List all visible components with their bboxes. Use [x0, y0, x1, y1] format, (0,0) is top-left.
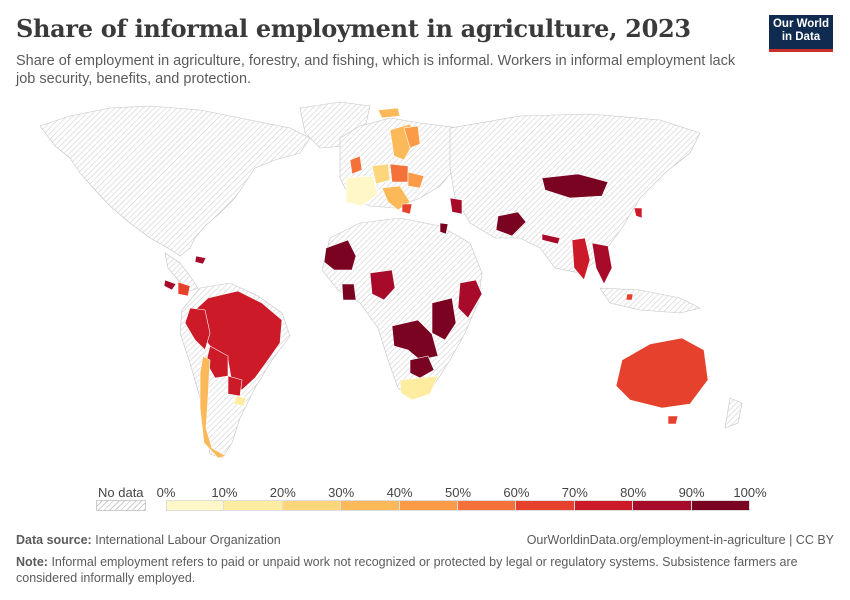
country-philippines[interactable] [625, 293, 634, 301]
colored-countries [163, 107, 709, 459]
footnote: Note: Informal employment refers to paid… [16, 554, 834, 586]
legend-bin-9[interactable] [691, 500, 750, 511]
country-zimbabwe-mozambique[interactable] [409, 355, 435, 379]
legend-tick-label: 40% [386, 485, 413, 500]
country-vietnam-laos[interactable] [591, 242, 613, 285]
country-france-spain[interactable] [345, 175, 379, 207]
legend-tick-label: 30% [328, 485, 355, 500]
country-australia[interactable] [615, 337, 709, 409]
page-title: Share of informal employment in agricult… [16, 14, 691, 43]
owid-logo[interactable]: Our World in Data [769, 15, 833, 52]
world-map[interactable] [0, 98, 850, 478]
source-url[interactable]: OurWorldinData.org/employment-in-agricul… [526, 533, 834, 547]
country-chile[interactable] [199, 355, 227, 459]
legend-bin-2[interactable] [282, 500, 342, 511]
country-nepal[interactable] [541, 233, 561, 245]
source-label: Data source: [16, 533, 92, 547]
country-paraguay[interactable] [227, 375, 243, 397]
logo-line-2: in Data [781, 31, 821, 43]
color-legend: No data 0% 10% 20% 30% 40% 50% 60% 70% 80% 90% 100… [96, 484, 776, 514]
source-line: Data source: International Labour Organi… [16, 533, 281, 547]
legend-bin-8[interactable] [633, 500, 692, 511]
legend-tick-label: 60% [503, 485, 530, 500]
country-iceland[interactable] [377, 107, 401, 119]
legend-bin-5[interactable] [458, 500, 517, 511]
country-myanmar[interactable] [571, 237, 591, 281]
country-somalia-ethiopia[interactable] [457, 279, 483, 319]
country-ghana[interactable] [341, 283, 357, 301]
country-colombia[interactable] [177, 281, 191, 297]
legend-tick-label: 70% [561, 485, 588, 500]
country-south-africa[interactable] [399, 375, 439, 401]
legend-bin-0[interactable] [166, 500, 225, 511]
legend-bin-6[interactable] [516, 500, 575, 511]
legend-tick-label: 0% [156, 485, 176, 500]
legend-nodata-swatch [96, 500, 146, 511]
note-label: Note: [16, 555, 48, 569]
legend-tick-label: 100% [733, 485, 767, 500]
country-tasmania[interactable] [667, 415, 679, 425]
country-jordan[interactable] [439, 222, 449, 235]
legend-bin-7[interactable] [574, 500, 634, 511]
legend-tick-label: 80% [620, 485, 647, 500]
country-tanzania-kenya[interactable] [431, 297, 457, 341]
legend-tick-label: 20% [269, 485, 296, 500]
legend-tick-label: 90% [678, 485, 705, 500]
country-korea[interactable] [633, 207, 643, 219]
central-america-shape [164, 252, 199, 292]
country-poland[interactable] [389, 163, 409, 183]
country-mongolia[interactable] [541, 173, 609, 199]
country-iraq[interactable] [449, 197, 463, 215]
logo-line-1: Our World [772, 18, 829, 30]
country-finland[interactable] [403, 125, 421, 149]
north-america-shape [39, 105, 311, 257]
legend-bin-3[interactable] [341, 500, 400, 511]
legend-bin-4[interactable] [399, 500, 458, 511]
page-subtitle: Share of employment in agriculture, fore… [16, 53, 736, 87]
source-value[interactable]: International Labour Organization [95, 533, 281, 547]
southeast-asia-islands-shape [599, 287, 701, 314]
country-greece[interactable] [401, 203, 413, 215]
country-germany-benelux[interactable] [371, 163, 391, 185]
country-mali[interactable] [323, 239, 357, 271]
country-niger-nigeria[interactable] [369, 269, 396, 301]
legend-nodata-label: No data [98, 485, 144, 500]
new-zealand-shape [724, 397, 743, 429]
country-haiti[interactable] [194, 255, 207, 265]
country-uruguay[interactable] [233, 395, 247, 407]
country-costa-rica[interactable] [163, 279, 177, 291]
legend-tick-label: 50% [444, 485, 472, 500]
country-uk-ireland[interactable] [349, 155, 363, 175]
country-afghanistan[interactable] [495, 211, 527, 237]
note-text: Informal employment refers to paid or un… [16, 555, 798, 585]
country-peru[interactable] [184, 307, 211, 351]
country-ukraine[interactable] [407, 171, 425, 189]
legend-bin-1[interactable] [224, 500, 283, 511]
africa-shape [321, 217, 483, 401]
legend-tick-label: 10% [211, 485, 238, 500]
